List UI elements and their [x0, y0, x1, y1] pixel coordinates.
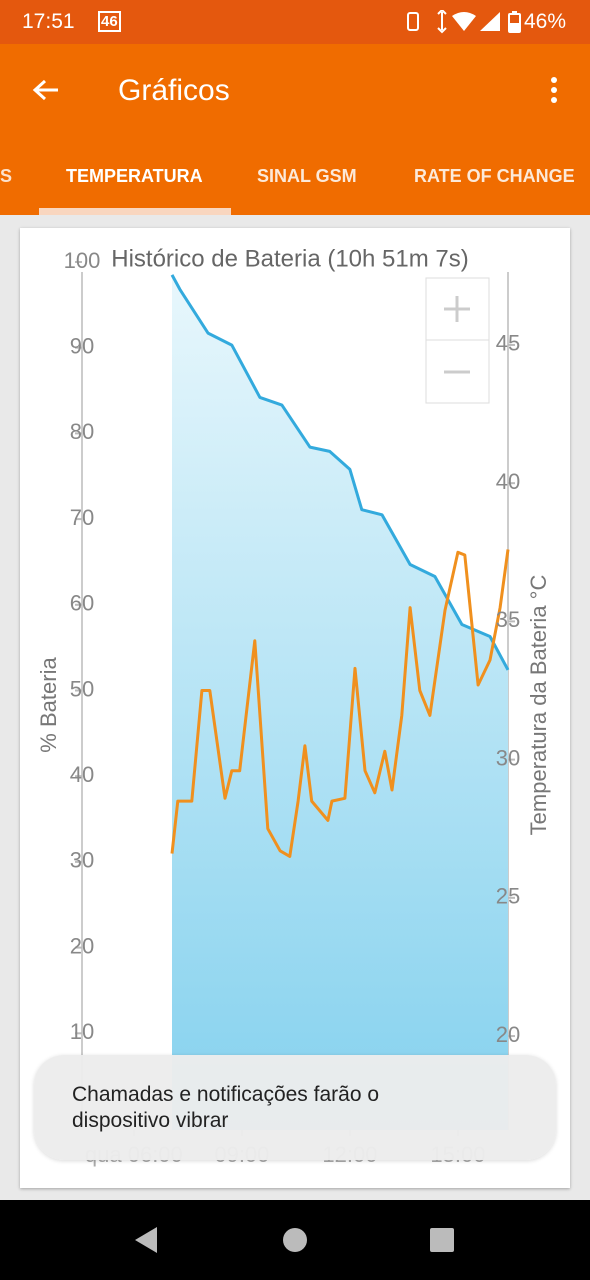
- network-badge: 46: [98, 11, 121, 32]
- menu-dot: [551, 77, 557, 83]
- snackbar-text: Chamadas e notificações farão o disposit…: [72, 1083, 380, 1132]
- y-tick-label: 80: [70, 419, 94, 444]
- y-tick-label: 60: [70, 591, 94, 616]
- y-axis-title: % Bateria: [36, 657, 61, 753]
- y2-tick-label: 45: [496, 331, 520, 356]
- y2-axis-title: Temperatura da Bateria °C: [526, 575, 551, 836]
- nav-buttons: [135, 1227, 454, 1253]
- y-tick-label: 40: [70, 762, 94, 787]
- battery-tip: [512, 11, 517, 14]
- nav-home[interactable]: [283, 1228, 307, 1252]
- y2-tick-label: 40: [496, 469, 520, 494]
- navigation-bar: [0, 1200, 590, 1280]
- tab-indicator: [39, 208, 231, 215]
- tab[interactable]: SINAL GSM: [257, 166, 357, 186]
- y2-tick-label: 20: [496, 1022, 520, 1047]
- signal-icon: [480, 12, 500, 31]
- vibrate-icon: [407, 12, 419, 31]
- temperature-line: [170, 549, 510, 858]
- chart-title: Histórico de Bateria (10h 51m 7s): [111, 245, 469, 272]
- y-tick-label: 30: [70, 848, 94, 873]
- menu-dot: [551, 97, 557, 103]
- zoom-controls: [425, 277, 490, 404]
- battery-icon: [508, 11, 521, 33]
- y-tick-label: 20: [70, 933, 94, 958]
- wifi-icon: [452, 12, 476, 31]
- toolbar: Gráficos: [0, 44, 590, 140]
- clock: 17:51: [22, 10, 75, 33]
- y-tick-label: 50: [70, 676, 94, 701]
- zoom-in-icon: [444, 296, 470, 322]
- back-arrow: [32, 79, 58, 101]
- y-tick-label: 10: [70, 1019, 94, 1044]
- battery-area: [172, 274, 508, 1130]
- y-tick-label: 90: [70, 334, 94, 359]
- status-icons: [407, 10, 500, 34]
- toolbar-title: Gráficos: [118, 74, 230, 107]
- battery-level: [510, 23, 519, 31]
- back-button[interactable]: [30, 76, 62, 108]
- y2-tick-label: 25: [496, 884, 520, 909]
- tab-bar: S TEMPERATURA SINAL GSM RATE OF CHANGE: [0, 140, 590, 215]
- y-tick-label: 100: [64, 248, 101, 273]
- tab[interactable]: S: [0, 166, 13, 186]
- snackbar: Chamadas e notificações farão o disposit…: [34, 1055, 556, 1160]
- tab[interactable]: TEMPERATURA: [66, 166, 203, 186]
- y-tick-label: 70: [70, 505, 94, 530]
- battery-percent: 46%: [524, 10, 567, 33]
- menu-dot: [551, 87, 557, 93]
- tab[interactable]: RATE OF CHANGE: [414, 166, 575, 186]
- data-icon: [437, 10, 447, 34]
- menu-button[interactable]: [544, 76, 564, 108]
- y2-tick-label: 35: [496, 607, 520, 632]
- nav-recents[interactable]: [430, 1228, 454, 1252]
- nav-back[interactable]: [135, 1227, 157, 1253]
- status-bar: 17:51 46 46%: [0, 0, 590, 44]
- y2-tick-label: 30: [496, 745, 520, 770]
